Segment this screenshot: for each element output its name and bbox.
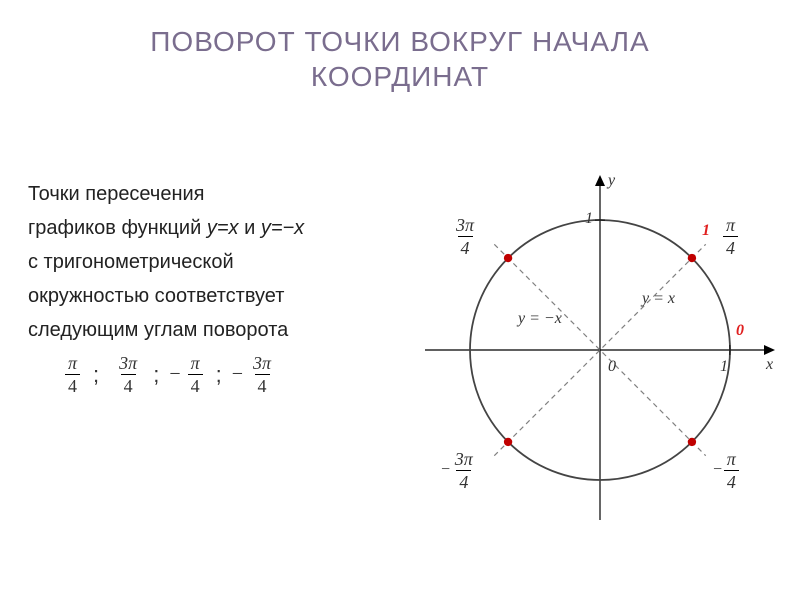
y-axis-arrow	[595, 175, 605, 186]
page-title: ПОВОРОТ ТОЧКИ ВОКРУГ НАЧАЛА КООРДИНАТ	[0, 0, 800, 102]
angle-4: 3π 4	[250, 354, 274, 395]
red-zero-label: 0	[736, 322, 744, 340]
title-line-1: ПОВОРОТ ТОЧКИ ВОКРУГ НАЧАЛА	[150, 26, 649, 57]
angle-3: π 4	[188, 354, 203, 395]
title-line-2: КООРДИНАТ	[311, 61, 489, 92]
point-q4	[688, 438, 696, 446]
point-q3	[504, 438, 512, 446]
x-axis-label: x	[766, 356, 773, 374]
q2-angle: 3π4	[450, 216, 480, 257]
origin-label: 0	[608, 358, 616, 376]
body-line-3: с тригонометрической	[28, 248, 408, 276]
unit-circle-chart: 0 1 1 x y 0 1 y = x y = −x π4 3π4 −3π4 −…	[420, 170, 780, 530]
body-line-4: окружностью соответствует	[28, 282, 408, 310]
x-one-label: 1	[720, 358, 728, 376]
body-line-2: графиков функций y=x и y=−x	[28, 214, 408, 242]
q1-angle: π4	[720, 216, 741, 257]
angle-2: 3π 4	[116, 354, 140, 395]
angle-list: π 4 ; 3π 4 ; − π 4 ; − 3π 4	[28, 354, 408, 395]
angle-1: π 4	[65, 354, 80, 395]
body-line-5: следующим углам поворота	[28, 316, 408, 344]
red-one-label: 1	[702, 222, 710, 240]
y-eq-neg-x-label: y = −x	[518, 310, 562, 328]
y-eq-x-label: y = x	[642, 290, 675, 308]
q3-angle: −3π4	[440, 450, 479, 491]
q4-angle: −π4	[712, 450, 742, 491]
y-one-label: 1	[585, 210, 593, 228]
point-q2	[504, 254, 512, 262]
body-line-1: Точки пересечения	[28, 180, 408, 208]
point-q1	[688, 254, 696, 262]
body-text: Точки пересечения графиков функций y=x и…	[28, 180, 408, 395]
x-axis-arrow	[764, 345, 775, 355]
y-axis-label: y	[608, 172, 615, 190]
